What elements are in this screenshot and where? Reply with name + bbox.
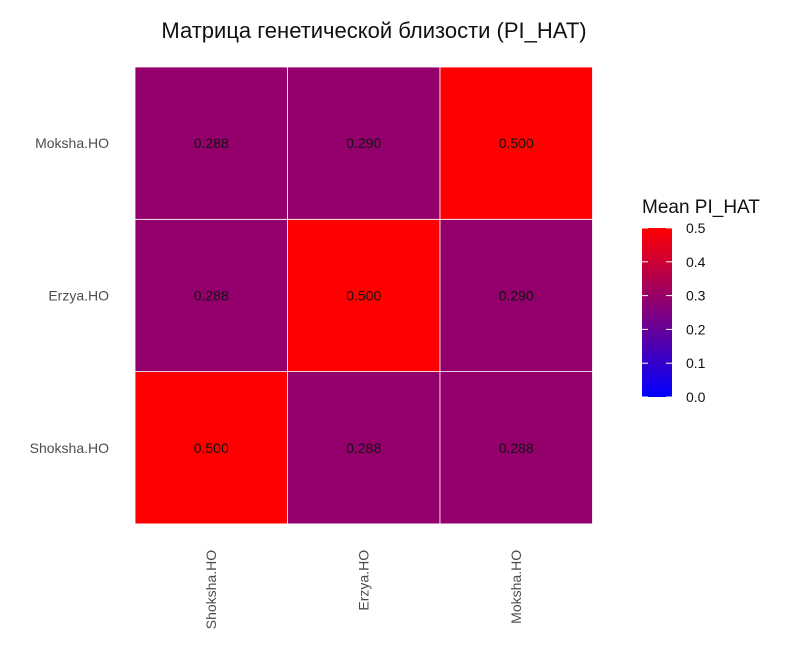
x-tick-label: Moksha.HO [508, 550, 524, 624]
heatmap-cell [134, 371, 288, 525]
heatmap-cell [287, 218, 441, 373]
cell-value-label: 0.288 [346, 440, 381, 456]
heatmap-cells [134, 66, 593, 525]
legend-colorbar [642, 228, 672, 397]
cell-value-label: 0.288 [194, 287, 229, 303]
y-axis: Shoksha.HO Erzya.HO Moksha.HO [30, 135, 109, 456]
heatmap-cell [287, 66, 441, 220]
y-tick-label: Shoksha.HO [30, 440, 109, 456]
heatmap-cell [439, 66, 593, 220]
legend-ticks: 0.0 0.1 0.2 0.3 0.4 0.5 [642, 220, 706, 405]
legend-tick-label: 0.3 [686, 288, 706, 304]
heatmap-cell [134, 66, 288, 220]
cell-value-label: 0.288 [194, 135, 229, 151]
heatmap-cell [134, 218, 288, 373]
legend: Mean PI_HAT 0.0 0.1 0.2 0.3 0.4 0.5 [642, 197, 760, 405]
cell-value-label: 0.288 [499, 440, 534, 456]
legend-tick-label: 0.4 [686, 254, 706, 270]
legend-tick-label: 0.0 [686, 389, 706, 405]
x-tick-label: Shoksha.HO [203, 550, 219, 629]
cell-value-label: 0.500 [346, 287, 381, 303]
x-axis: Shoksha.HO Erzya.HO Moksha.HO [203, 550, 524, 629]
legend-title: Mean PI_HAT [642, 197, 760, 218]
cell-value-label: 0.290 [499, 287, 534, 303]
y-tick-label: Moksha.HO [35, 135, 109, 151]
cell-value-label: 0.500 [499, 135, 534, 151]
legend-tick-label: 0.2 [686, 321, 706, 337]
heatmap-cell [439, 218, 593, 373]
legend-tick-label: 0.1 [686, 355, 706, 371]
heatmap-cell [287, 371, 441, 525]
y-tick-label: Erzya.HO [48, 287, 109, 303]
x-tick-label: Erzya.HO [356, 550, 372, 611]
cell-value-label: 0.500 [194, 440, 229, 456]
chart-title: Матрица генетической близости (PI_HAT) [161, 18, 586, 43]
cell-value-label: 0.290 [346, 135, 381, 151]
heatmap-cell-labels: 0.500 0.288 0.288 0.288 0.500 0.290 0.288 0.290… [194, 135, 534, 456]
legend-tick-label: 0.5 [686, 220, 706, 236]
